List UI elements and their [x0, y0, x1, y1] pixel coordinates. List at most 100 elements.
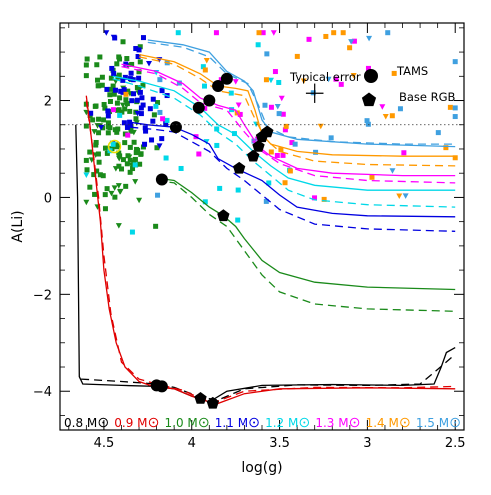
- data-point: [237, 111, 243, 117]
- data-point: [149, 137, 155, 143]
- tams-marker-1.3: [203, 94, 216, 107]
- track-0.8-dashed: [81, 356, 453, 401]
- x-tick-label: 3: [363, 436, 371, 451]
- upper-limit-point: [115, 183, 122, 189]
- data-point: [120, 39, 126, 45]
- data-point: [228, 90, 234, 96]
- data-point: [452, 155, 458, 161]
- data-point: [369, 174, 375, 180]
- y-tick-label: −4: [33, 385, 52, 400]
- data-point: [93, 142, 99, 148]
- data-point: [313, 149, 319, 155]
- tams-legend-marker: [364, 69, 378, 83]
- data-point: [283, 123, 289, 129]
- data-point: [127, 108, 133, 114]
- upper-limit-point: [317, 123, 324, 130]
- data-point: [125, 124, 131, 130]
- data-point: [110, 141, 116, 147]
- data-point: [255, 42, 261, 48]
- upper-limit-point: [366, 35, 373, 42]
- data-point: [287, 168, 293, 174]
- ticks-layer: 4.5 4 3.5 3 2.5 −4 −2 0 2: [33, 23, 466, 451]
- data-point: [114, 129, 120, 135]
- data-point: [84, 167, 90, 173]
- data-point: [116, 150, 122, 156]
- data-point: [124, 161, 130, 167]
- data-point: [333, 76, 339, 82]
- data-point: [95, 77, 101, 83]
- data-point: [328, 135, 334, 141]
- data-point: [111, 70, 117, 76]
- data-point: [111, 91, 117, 97]
- solar-symbol-dot: [353, 421, 356, 424]
- data-point: [264, 51, 270, 57]
- markers-layer: [150, 72, 274, 409]
- data-point: [83, 62, 89, 68]
- data-point: [137, 89, 143, 95]
- data-point: [151, 112, 157, 118]
- data-point: [122, 74, 128, 80]
- data-point: [447, 104, 453, 110]
- data-point: [201, 83, 207, 89]
- data-point: [160, 116, 166, 122]
- data-point: [125, 132, 131, 138]
- data-point: [107, 92, 113, 98]
- data-point: [202, 199, 208, 205]
- data-point: [137, 44, 143, 50]
- upper-limit-point: [83, 172, 90, 179]
- upper-limit-point: [348, 39, 355, 45]
- data-point: [340, 30, 346, 36]
- solar-symbol-icon: [450, 417, 460, 428]
- data-point: [282, 127, 288, 133]
- data-point: [101, 117, 107, 123]
- mass-label-2: 1.0 M: [165, 416, 198, 430]
- data-point: [105, 120, 111, 126]
- data-point: [110, 83, 116, 89]
- data-point: [175, 30, 181, 36]
- data-point: [266, 180, 272, 186]
- data-point: [217, 185, 223, 191]
- data-point: [105, 108, 111, 114]
- upper-limit-point: [108, 190, 115, 197]
- data-point: [435, 130, 441, 136]
- solar-symbol-icon: [299, 417, 310, 428]
- data-point: [116, 163, 122, 169]
- tams-marker-1.4: [212, 79, 225, 92]
- data-point: [131, 91, 137, 97]
- upper-limit-point: [402, 193, 409, 199]
- upper-limit-point: [232, 79, 239, 85]
- data-point: [153, 223, 159, 229]
- data-point: [133, 116, 139, 122]
- upper-limit-point: [146, 61, 153, 67]
- data-point: [105, 130, 111, 136]
- data-point: [120, 89, 126, 95]
- data-point: [138, 151, 144, 157]
- data-point: [321, 196, 327, 202]
- data-point: [213, 30, 219, 36]
- data-point: [214, 126, 220, 132]
- data-point: [123, 183, 129, 189]
- solar-symbol-icon: [349, 417, 360, 428]
- base-rgb-legend-label: Base RGB: [399, 90, 456, 104]
- data-point: [391, 70, 397, 76]
- data-point: [108, 75, 114, 81]
- data-point: [125, 153, 131, 159]
- data-point: [131, 139, 137, 145]
- data-point: [123, 97, 129, 103]
- data-point: [128, 70, 134, 76]
- data-point: [124, 56, 130, 62]
- upper-limit-point: [116, 156, 123, 162]
- data-point: [150, 96, 156, 102]
- data-point: [112, 194, 118, 200]
- solar-symbol-dot: [403, 421, 406, 424]
- data-point: [100, 125, 106, 131]
- data-point: [136, 75, 142, 81]
- data-point: [159, 88, 165, 94]
- data-point: [323, 33, 329, 39]
- data-point: [112, 35, 118, 41]
- data-point: [101, 102, 107, 108]
- data-point: [97, 54, 103, 60]
- upper-limit-point: [389, 168, 396, 174]
- upper-limit-point: [382, 114, 389, 120]
- data-point: [452, 105, 458, 111]
